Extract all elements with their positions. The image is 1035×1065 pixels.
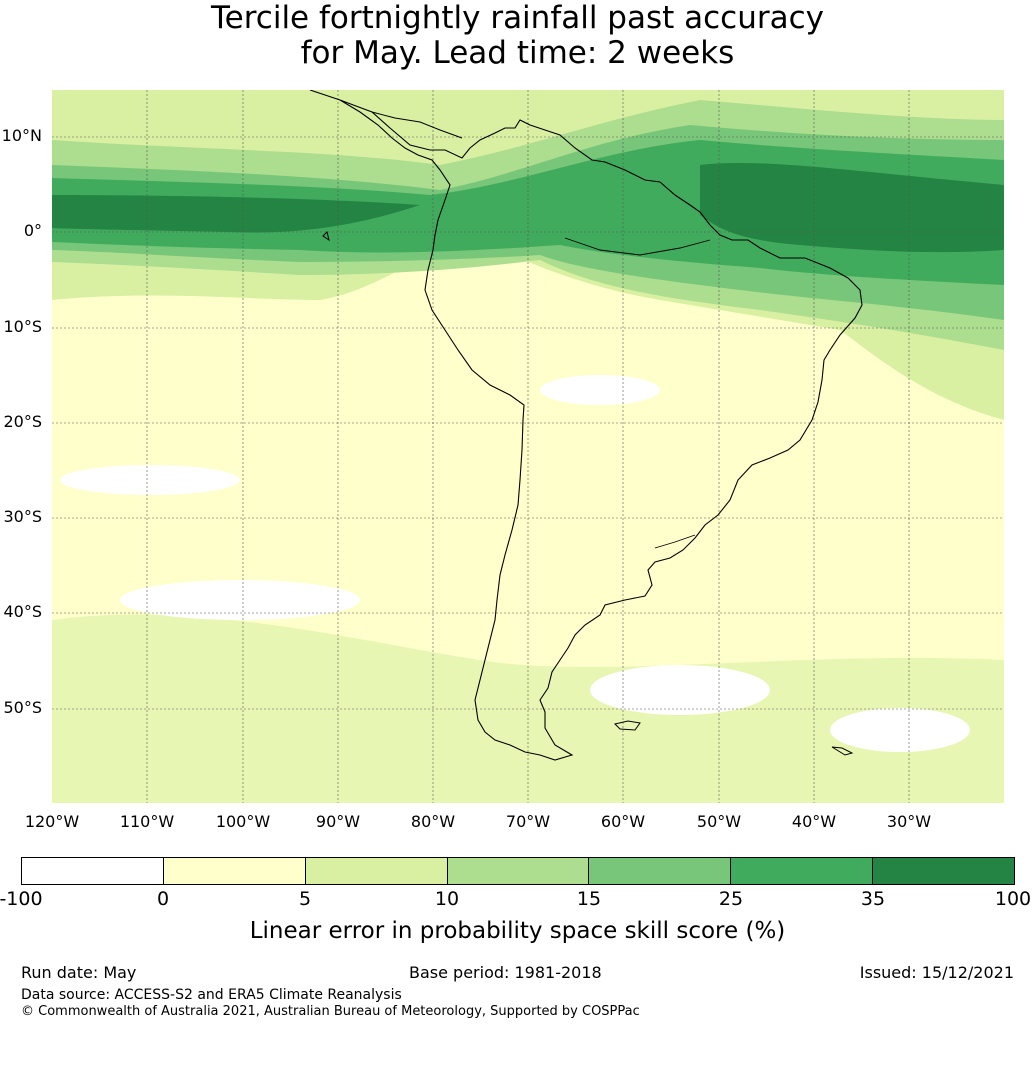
colorbar-tick: 15 [576,888,602,910]
colorbar-segment [731,858,874,884]
run-date: Run date: May [21,963,137,982]
colorbar-segment [163,858,306,884]
field-band-highest-east [700,162,1004,253]
gridlines [52,90,1004,803]
colorbar-tick: 100 [994,888,1032,910]
lat-label-10n: 10°N [1,126,42,145]
colorbar-tick: 25 [718,888,744,910]
colorbar-segment [22,858,164,884]
field-band-highest [52,195,420,233]
island-falklands [614,720,641,731]
coastline-caribbean [371,111,463,139]
field-low-patch-4 [60,465,240,495]
lat-label-0: 0° [23,221,42,240]
island-south-georgia [831,746,854,756]
lon-label-70w: 70°W [505,812,551,831]
lat-label-50s: 50°S [3,698,42,717]
lon-label-120w: 120°W [24,812,80,831]
colorbar-tick: 35 [860,888,886,910]
coastline-la-plata [654,534,696,549]
colorbar-segment [873,858,1015,884]
island-galapagos [322,231,330,242]
field-low-patch-5 [540,375,660,405]
colorbar-segment [447,858,590,884]
chart-title-line1: Tercile fortnightly rainfall past accura… [210,0,825,36]
colorbar-tick: 0 [156,888,170,910]
copyright: © Commonwealth of Australia 2021, Austra… [21,1004,640,1019]
lon-label-50w: 50°W [696,812,742,831]
colorbar-tick: 5 [298,888,312,910]
lat-label-30s: 30°S [3,507,42,526]
field-low-patch-1 [590,665,770,715]
colorbar-label: Linear error in probability space skill … [249,918,786,944]
lon-label-40w: 40°W [791,812,837,831]
colorbar-tick: 10 [434,888,460,910]
lon-label-30w: 30°W [886,812,932,831]
colorbar-segment [589,858,732,884]
base-period: Base period: 1981-2018 [409,963,602,982]
lon-label-60w: 60°W [600,812,646,831]
lon-label-110w: 110°W [119,812,175,831]
data-source: Data source: ACCESS-S2 and ERA5 Climate … [21,987,402,1003]
colorbar [21,857,1015,885]
lon-label-100w: 100°W [215,812,271,831]
chart-title-line2: for May. Lead time: 2 weeks [300,35,735,71]
coastline-south-america [309,90,863,761]
field-low-patch-2 [830,708,970,752]
colorbar-tick: -100 [0,888,43,910]
lat-label-20s: 20°S [3,412,42,431]
lat-label-40s: 40°S [3,602,42,621]
coastline-amazon-river [564,237,711,256]
lon-label-80w: 80°W [410,812,456,831]
field-low-patch-3 [120,580,360,620]
lon-label-90w: 90°W [315,812,361,831]
colorbar-segment [305,858,448,884]
lat-label-10s: 10°S [3,317,42,336]
issued-date: Issued: 15/12/2021 [859,963,1014,982]
